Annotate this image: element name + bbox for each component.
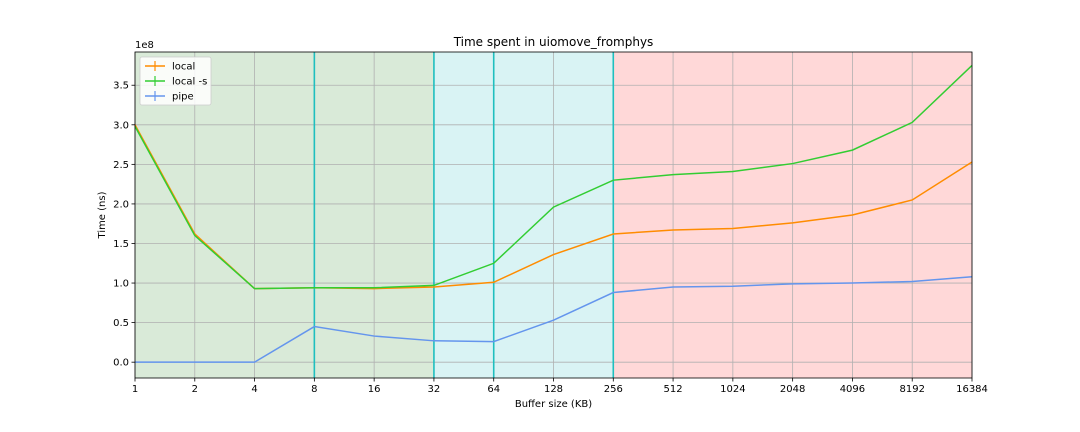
x-tick-label: 4 [251, 384, 257, 395]
series-lines [134, 64, 973, 363]
x-tick-label: 16 [368, 384, 381, 395]
y-axis-ticks: 0.0 0.5 1.0 1.5 2.0 2.5 3.0 3.5 [113, 81, 135, 369]
y-axis-label: Time (ns) [97, 191, 108, 239]
x-tick-label: 128 [544, 384, 563, 395]
x-tick-label: 32 [428, 384, 441, 395]
vertical-markers [313, 52, 615, 378]
x-axis-ticks: 1 2 4 8 16 32 64 128 256 512 1024 2048 4096 8192 16384 [132, 378, 988, 395]
x-tick-label: 16384 [956, 384, 988, 395]
x-tick-label: 1024 [720, 384, 745, 395]
x-tick-label: 1 [132, 384, 138, 395]
y-tick-label: 1.0 [113, 279, 129, 290]
x-axis-label: Buffer size (KB) [515, 399, 592, 410]
x-tick-label: 2048 [780, 384, 805, 395]
x-tick-label: 256 [604, 384, 623, 395]
legend-box [139, 56, 212, 106]
y-tick-label: 0.0 [113, 358, 129, 369]
legend-label: local [172, 62, 195, 73]
legend-label: local -s [172, 77, 207, 88]
x-tick-label: 8 [311, 384, 317, 395]
legend: local local -s pipe [139, 56, 212, 106]
x-tick-label: 4096 [840, 384, 865, 395]
y-tick-label: 2.0 [113, 199, 129, 210]
region-1 [433, 52, 614, 378]
series-line-2 [135, 275, 973, 363]
y-tick-label: 2.5 [113, 160, 129, 171]
y-tick-label: 1.5 [113, 239, 129, 250]
x-tick-label: 2 [192, 384, 198, 395]
chart-title: Time spent in uiomove_fromphys [453, 35, 654, 49]
legend-label: pipe [172, 92, 194, 103]
y-tick-label: 3.0 [113, 120, 129, 131]
y-axis-offset-text: 1e8 [135, 40, 154, 51]
y-tick-label: 0.5 [113, 318, 129, 329]
series-line-1 [134, 64, 973, 290]
x-tick-label: 8192 [899, 384, 924, 395]
x-tick-label: 512 [664, 384, 683, 395]
x-tick-label: 64 [487, 384, 500, 395]
y-tick-label: 3.5 [113, 81, 129, 92]
